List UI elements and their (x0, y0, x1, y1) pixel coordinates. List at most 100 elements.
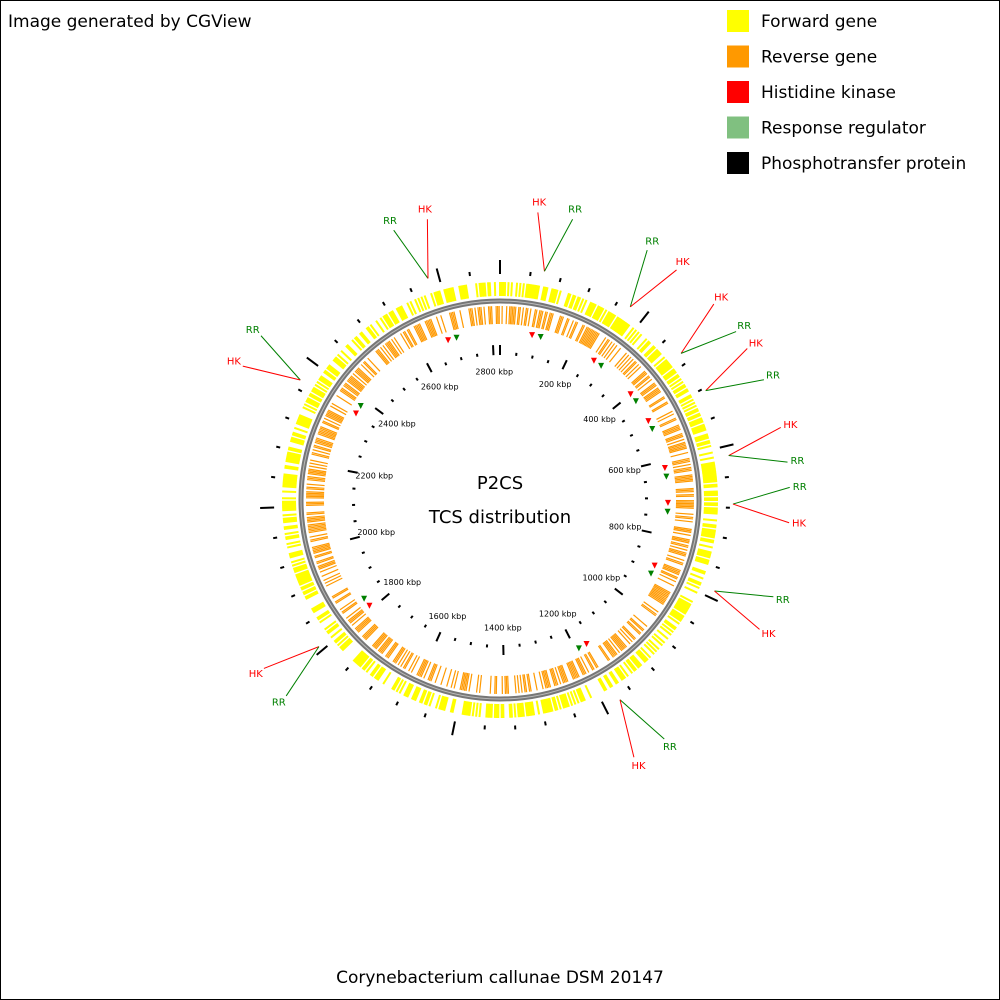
forward-gene (526, 702, 531, 717)
forward-gene (282, 485, 297, 489)
ruler-tick (578, 620, 582, 625)
forward-gene (444, 288, 451, 303)
reverse-gene (453, 670, 459, 689)
forward-gene (695, 436, 710, 443)
forward-gene (598, 677, 608, 691)
outer-tick (614, 301, 619, 307)
reverse-gene (408, 654, 418, 672)
forward-gene (598, 309, 608, 323)
forward-gene (282, 478, 297, 482)
reverse-gene (450, 312, 457, 330)
reverse-gene (665, 432, 683, 441)
ruler-label: 1400 kbp (484, 623, 522, 632)
reverse-gene (460, 672, 466, 691)
outer-tick (627, 685, 631, 691)
forward-gene (298, 414, 313, 422)
reverse-gene (541, 311, 547, 330)
forward-gene (548, 288, 554, 303)
forward-gene (332, 358, 345, 370)
reverse-gene (541, 670, 547, 689)
reverse-gene (597, 338, 609, 355)
forward-gene (694, 559, 709, 566)
forward-gene (527, 284, 532, 299)
forward-gene (339, 637, 351, 649)
ruler-tick (363, 439, 368, 443)
reverse-gene (508, 306, 511, 325)
reverse-gene (312, 543, 330, 550)
forward-gene (702, 522, 717, 527)
reverse-gene (662, 567, 680, 576)
forward-gene (666, 373, 679, 384)
forward-gene (451, 698, 457, 713)
forward-gene (311, 602, 325, 612)
forward-gene (689, 418, 704, 426)
reverse-gene (355, 369, 370, 383)
annotation-label: RR (246, 325, 260, 336)
reverse-gene (465, 673, 470, 692)
annotation-line (426, 219, 429, 279)
reverse-gene (527, 308, 532, 327)
outer-tick (681, 362, 686, 367)
forward-gene (651, 635, 664, 647)
tcs-marker (366, 602, 373, 609)
forward-gene (703, 483, 718, 487)
ruler-tick (423, 624, 428, 628)
forward-gene (644, 346, 657, 358)
forward-gene (288, 446, 303, 452)
reverse-gene (450, 670, 457, 688)
reverse-gene (666, 557, 684, 565)
reverse-gene (343, 384, 359, 397)
forward-gene (602, 311, 612, 325)
reverse-gene (643, 601, 659, 613)
reverse-gene (306, 491, 325, 494)
forward-gene (673, 605, 687, 615)
reverse-gene (589, 333, 600, 350)
forward-gene (433, 291, 440, 306)
forward-gene (702, 475, 717, 479)
annotation-line (705, 348, 748, 391)
forward-gene (461, 285, 466, 300)
reverse-gene (604, 640, 617, 656)
forward-gene (526, 283, 531, 298)
forward-gene (389, 310, 399, 325)
reverse-gene (330, 405, 347, 416)
reverse-gene (605, 639, 618, 655)
forward-gene (326, 366, 339, 378)
reverse-gene (603, 343, 616, 359)
forward-gene (691, 568, 706, 575)
forward-gene (282, 508, 297, 512)
reverse-gene (523, 307, 528, 326)
ruler-label: 200 kbp (539, 380, 572, 389)
forward-gene (282, 483, 297, 487)
reverse-gene (579, 327, 590, 344)
forward-gene (358, 655, 370, 668)
reverse-gene (668, 550, 686, 557)
reverse-gene (620, 358, 634, 373)
reverse-gene (314, 551, 333, 559)
ruler-label: 1200 kbp (539, 610, 577, 619)
ruler-tick (614, 587, 624, 596)
reverse-gene (360, 364, 375, 378)
reverse-gene (322, 420, 340, 429)
forward-gene (283, 519, 298, 524)
forward-gene (285, 534, 300, 539)
reverse-gene (645, 391, 662, 403)
outer-tick (468, 271, 471, 277)
forward-gene (319, 613, 332, 624)
forward-gene (328, 364, 341, 375)
ruler-label: 2200 kbp (355, 471, 393, 480)
forward-gene (552, 289, 559, 304)
reverse-gene (639, 382, 655, 395)
forward-gene (305, 591, 319, 600)
ruler-tick (397, 604, 402, 609)
reverse-gene (531, 309, 537, 328)
annotation-line (544, 218, 574, 272)
reverse-gene (355, 617, 370, 631)
reverse-gene (312, 546, 331, 553)
forward-gene (420, 296, 428, 311)
reverse-gene (342, 602, 358, 614)
reverse-gene (632, 372, 648, 386)
reverse-gene (440, 315, 447, 333)
reverse-gene (626, 621, 641, 635)
reverse-gene (306, 511, 325, 514)
